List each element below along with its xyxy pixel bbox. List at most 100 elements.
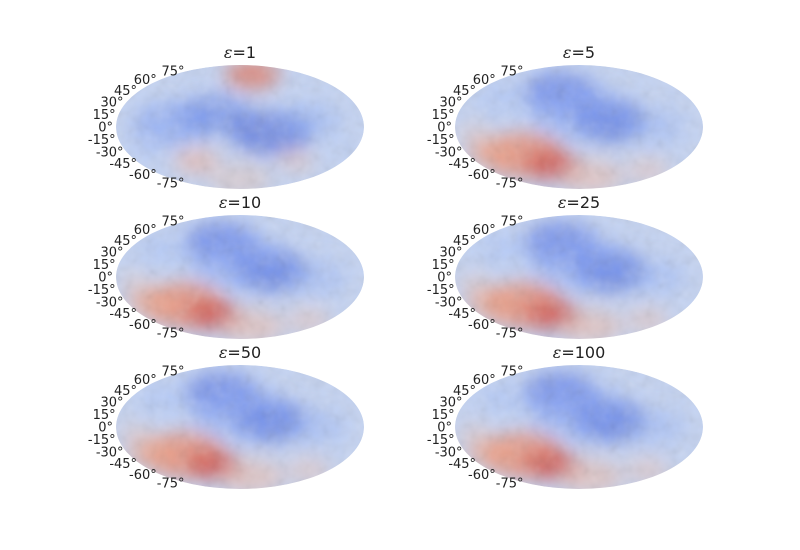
latitude-tick-label: 75° xyxy=(161,64,184,79)
latitude-tick-label: -75° xyxy=(157,177,185,192)
sky-map xyxy=(455,215,703,339)
latitude-tick-label: 15° xyxy=(432,408,455,423)
title-epsilon-symbol: ε xyxy=(558,193,567,212)
panel-title: ε=50 xyxy=(219,343,261,362)
panel-title: ε=100 xyxy=(553,343,606,362)
map-panel-eps-100: ε=100 75° 60°45°30°15°0°-15°-30°-45°-60°-7… xyxy=(427,343,703,492)
latitude-tick-label: -15° xyxy=(427,133,455,148)
panel-title: ε=1 xyxy=(224,43,256,62)
latitude-tick-label: -60° xyxy=(129,168,157,183)
latitude-tick-label: 15° xyxy=(93,258,116,273)
latitude-tick-label: 60° xyxy=(473,223,496,238)
latitude-tick-label: 60° xyxy=(134,73,157,88)
latitude-tick-label: -75° xyxy=(157,327,185,342)
latitude-tick-label: 75° xyxy=(161,214,184,229)
latitude-tick-label: -60° xyxy=(129,318,157,333)
latitude-tick-label: -30° xyxy=(435,296,463,311)
latitude-tick-label: -75° xyxy=(157,477,185,492)
title-epsilon-symbol: ε xyxy=(224,43,233,62)
latitude-tick-label: 15° xyxy=(93,108,116,123)
latitude-tick-label: -75° xyxy=(496,477,524,492)
latitude-tick-label: 30° xyxy=(440,245,463,260)
latitude-tick-label: -45° xyxy=(109,157,137,172)
latitude-tick-label: -60° xyxy=(468,468,496,483)
panel-title: ε=10 xyxy=(219,193,261,212)
latitude-tick-label: 45° xyxy=(453,384,476,399)
latitude-tick-label: -30° xyxy=(96,296,124,311)
latitude-tick-label: 0° xyxy=(437,271,452,286)
latitude-tick-label: 30° xyxy=(101,245,124,260)
latitude-tick-label: 60° xyxy=(473,73,496,88)
map-noise-texture xyxy=(116,365,364,489)
panel-title: ε=5 xyxy=(563,43,595,62)
latitude-tick-label: 15° xyxy=(93,408,116,423)
map-noise-texture xyxy=(116,65,364,189)
latitude-tick-label: -75° xyxy=(496,177,524,192)
title-epsilon-value: =50 xyxy=(227,343,261,362)
latitude-tick-label: -60° xyxy=(129,468,157,483)
map-panel-eps-10: ε=10 75° 60°45°30°15°0°-15°-30°-45°-60°-75… xyxy=(88,193,364,342)
latitude-tick-label: -75° xyxy=(496,327,524,342)
latitude-tick-label: 30° xyxy=(440,395,463,410)
latitude-tick-label: 15° xyxy=(432,108,455,123)
map-noise-texture xyxy=(455,65,703,189)
latitude-tick-label: 75° xyxy=(500,214,523,229)
latitude-tick-label: 0° xyxy=(437,121,452,136)
latitude-tick-label: 60° xyxy=(134,373,157,388)
latitude-tick-label: -15° xyxy=(427,433,455,448)
latitude-tick-label: -60° xyxy=(468,168,496,183)
title-epsilon-symbol: ε xyxy=(219,193,228,212)
title-epsilon-symbol: ε xyxy=(219,343,228,362)
latitude-tick-label: -15° xyxy=(88,283,116,298)
title-epsilon-value: =1 xyxy=(233,43,257,62)
latitude-tick-label: -45° xyxy=(448,157,476,172)
map-panel-eps-25: ε=25 75° 60°45°30°15°0°-15°-30°-45°-60°-75… xyxy=(427,193,703,342)
sky-map xyxy=(116,65,364,189)
map-noise-texture xyxy=(455,215,703,339)
latitude-tick-label: 0° xyxy=(437,421,452,436)
latitude-tick-label: 45° xyxy=(114,384,137,399)
latitude-tick-label: -15° xyxy=(88,433,116,448)
map-noise-texture xyxy=(116,215,364,339)
latitude-tick-label: 45° xyxy=(453,84,476,99)
latitude-tick-label: -60° xyxy=(468,318,496,333)
latitude-tick-label: 30° xyxy=(101,95,124,110)
latitude-tick-label: 0° xyxy=(98,421,113,436)
latitude-tick-label: 75° xyxy=(161,364,184,379)
latitude-tick-label: -45° xyxy=(448,457,476,472)
latitude-tick-label: 30° xyxy=(440,95,463,110)
map-panel-eps-5: ε=5 75° 60°45°30°15°0°-15°-30°-45°-60°-75° xyxy=(427,43,703,192)
sky-map xyxy=(116,215,364,339)
latitude-tick-label: 15° xyxy=(432,258,455,273)
title-epsilon-value: =10 xyxy=(227,193,261,212)
map-panel-eps-1: ε=1 75° 60°45°30°15°0°-15°-30°-45°-60°-75° xyxy=(88,43,364,192)
latitude-tick-label: 60° xyxy=(134,223,157,238)
latitude-tick-label: -15° xyxy=(88,133,116,148)
panels-layer: ε=175°60°45°30°15°0°-15°-30°-45°-60°-75°… xyxy=(88,43,703,492)
sky-map xyxy=(116,365,364,489)
latitude-tick-label: -30° xyxy=(96,446,124,461)
latitude-tick-label: -45° xyxy=(109,457,137,472)
panel-title: ε=25 xyxy=(558,193,600,212)
latitude-tick-label: 45° xyxy=(114,234,137,249)
map-noise-texture xyxy=(455,365,703,489)
latitude-tick-label: 75° xyxy=(500,364,523,379)
latitude-tick-label: -45° xyxy=(448,307,476,322)
map-panel-eps-50: ε=50 75° 60°45°30°15°0°-15°-30°-45°-60°-75… xyxy=(88,343,364,492)
title-epsilon-symbol: ε xyxy=(563,43,572,62)
latitude-tick-label: 45° xyxy=(114,84,137,99)
title-epsilon-value: =100 xyxy=(561,343,605,362)
latitude-tick-label: 75° xyxy=(500,64,523,79)
latitude-tick-label: 45° xyxy=(453,234,476,249)
latitude-tick-label: 60° xyxy=(473,373,496,388)
sky-map xyxy=(455,65,703,189)
sky-map xyxy=(455,365,703,489)
title-epsilon-value: =25 xyxy=(566,193,600,212)
latitude-tick-label: -30° xyxy=(435,446,463,461)
latitude-tick-label: -30° xyxy=(435,146,463,161)
latitude-tick-label: -45° xyxy=(109,307,137,322)
latitude-tick-label: 0° xyxy=(98,271,113,286)
latitude-tick-label: -15° xyxy=(427,283,455,298)
latitude-tick-label: 30° xyxy=(101,395,124,410)
